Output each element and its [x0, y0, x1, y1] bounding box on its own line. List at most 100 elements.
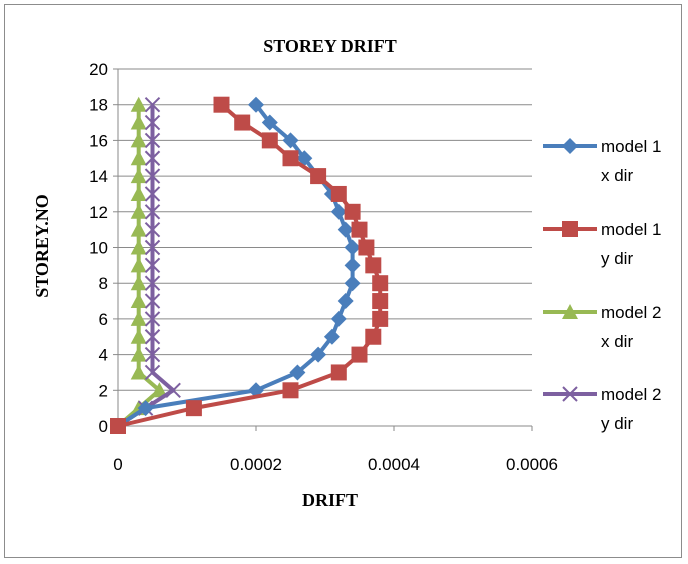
data-point — [130, 293, 147, 309]
data-point — [130, 203, 147, 219]
data-point — [130, 275, 147, 291]
data-point — [372, 293, 389, 310]
data-point — [144, 168, 161, 184]
legend-item-model-2-y-dir: model 2 y dir — [543, 385, 661, 433]
data-point — [144, 257, 161, 274]
legend-label: y dir — [601, 414, 633, 433]
data-point — [130, 221, 147, 237]
chart-title: STOREY DRIFT — [263, 36, 397, 56]
data-point — [330, 310, 347, 327]
data-point — [144, 221, 161, 238]
data-point — [144, 293, 161, 309]
data-point — [130, 168, 147, 184]
legend-item-model-1-x-dir: model 1 x dir — [543, 137, 661, 185]
y-tick-labels: 0 2 4 6 8 10 12 14 16 18 20 — [89, 60, 108, 436]
x-marker-stroke — [144, 311, 161, 327]
data-point — [144, 239, 161, 256]
data-point — [351, 221, 368, 238]
data-series — [110, 96, 389, 434]
gridlines — [118, 68, 532, 391]
data-point — [344, 257, 361, 274]
data-point — [130, 239, 147, 255]
legend-label: x dir — [601, 332, 633, 351]
data-point — [344, 239, 361, 256]
data-point — [144, 114, 161, 131]
data-point — [213, 96, 230, 113]
data-point — [144, 204, 161, 220]
legend-marker — [562, 138, 578, 154]
data-point — [372, 275, 389, 292]
data-point — [130, 132, 147, 148]
series-model-2-y-dir — [110, 96, 181, 434]
legend-label: model 1 — [601, 220, 661, 239]
data-point — [337, 293, 354, 310]
y-tick-label: 16 — [89, 131, 108, 150]
data-point — [130, 257, 147, 273]
data-point — [144, 186, 161, 202]
data-point — [330, 185, 347, 202]
x-axis-label: DRIFT — [302, 490, 358, 510]
data-point — [185, 400, 202, 417]
data-point — [282, 382, 299, 399]
data-point — [234, 114, 251, 131]
x-marker-stroke — [144, 150, 161, 166]
data-point — [130, 364, 147, 380]
legend-item-model-1-y-dir: model 1 y dir — [543, 220, 661, 268]
data-point — [144, 275, 161, 291]
y-tick-label: 20 — [89, 60, 108, 79]
data-point — [310, 168, 327, 185]
data-point — [358, 239, 375, 256]
data-point — [261, 114, 278, 131]
y-tick-label: 8 — [99, 274, 108, 293]
data-point — [310, 346, 327, 363]
data-point — [330, 203, 347, 220]
x-marker-stroke — [144, 132, 161, 149]
data-point — [261, 132, 278, 149]
data-point — [151, 382, 168, 398]
data-point — [165, 382, 181, 399]
data-point — [130, 114, 147, 130]
series-model-1-y-dir — [110, 96, 389, 434]
data-point — [137, 400, 154, 417]
x-marker-stroke — [144, 329, 161, 345]
chart-frame — [4, 4, 682, 558]
data-point — [144, 150, 161, 166]
y-tick-label: 4 — [99, 346, 108, 365]
data-point — [144, 311, 161, 327]
legend-label: x dir — [601, 166, 633, 185]
x-marker-stroke — [144, 275, 161, 291]
data-point — [130, 346, 147, 362]
x-marker-stroke — [144, 204, 161, 220]
x-marker-stroke — [144, 96, 161, 113]
data-point — [144, 96, 161, 113]
legend-marker — [562, 221, 578, 237]
x-marker-stroke — [144, 221, 161, 238]
y-tick-label: 10 — [89, 239, 108, 258]
y-tick-label: 2 — [99, 381, 108, 400]
data-point — [323, 328, 340, 345]
legend-label: model 1 — [601, 137, 661, 156]
x-tick-label: 0.0002 — [230, 455, 282, 474]
legend-marker — [562, 386, 578, 402]
data-point — [337, 221, 354, 238]
x-marker-stroke — [144, 168, 161, 184]
y-tick-label: 0 — [99, 417, 108, 436]
x-tick-labels: 0 0.0002 0.0004 0.0006 — [113, 455, 558, 474]
y-tick-label: 14 — [89, 167, 108, 186]
series-model-1-x-dir — [110, 96, 361, 434]
legend-label: model 2 — [601, 303, 661, 322]
x-tick-label: 0.0006 — [506, 455, 558, 474]
x-tick-label: 0.0004 — [368, 455, 420, 474]
legend-item-model-2-x-dir: model 2 x dir — [543, 303, 661, 351]
x-marker-stroke — [144, 293, 161, 309]
data-point — [144, 346, 161, 363]
x-tick-label: 0 — [113, 455, 122, 474]
x-marker-stroke — [562, 386, 578, 402]
data-point — [330, 364, 347, 381]
data-point — [351, 346, 368, 363]
data-point — [289, 364, 306, 381]
data-point — [130, 328, 147, 344]
data-point — [282, 132, 299, 149]
x-marker-stroke — [144, 364, 161, 381]
